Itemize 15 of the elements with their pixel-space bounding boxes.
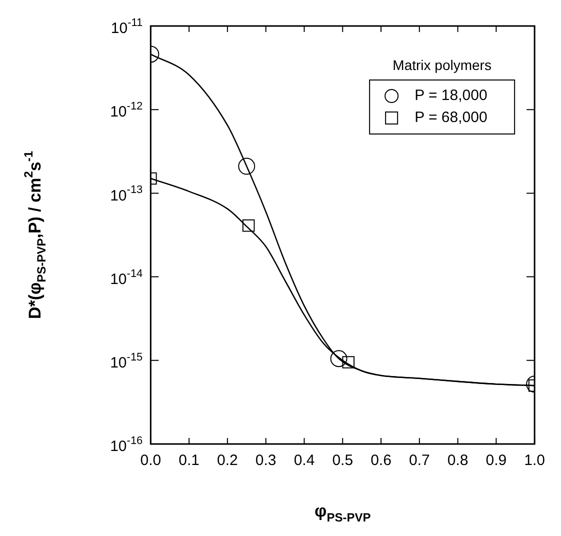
- x-tick-label: 0.0: [140, 452, 162, 470]
- x-tick-label: 0.4: [294, 452, 315, 470]
- x-tick-label: 0.1: [178, 452, 200, 470]
- x-tick-label: 0.8: [447, 452, 468, 470]
- x-tick-label: 0.2: [217, 452, 238, 470]
- x-tick-label: 0.5: [332, 452, 354, 470]
- x-tick-label: 1.0: [524, 452, 546, 470]
- legend-title: Matrix polymers: [392, 56, 492, 73]
- y-axis-title: D*(φPS-PVP,P) / cm2s-1: [22, 150, 48, 319]
- x-tick-label: 0.6: [370, 452, 392, 470]
- legend-label: P = 18,000: [414, 87, 488, 104]
- x-tick-label: 0.9: [486, 452, 507, 470]
- legend-label: P = 68,000: [414, 109, 488, 126]
- x-tick-label: 0.3: [255, 452, 276, 470]
- x-tick-label: 0.7: [408, 452, 430, 470]
